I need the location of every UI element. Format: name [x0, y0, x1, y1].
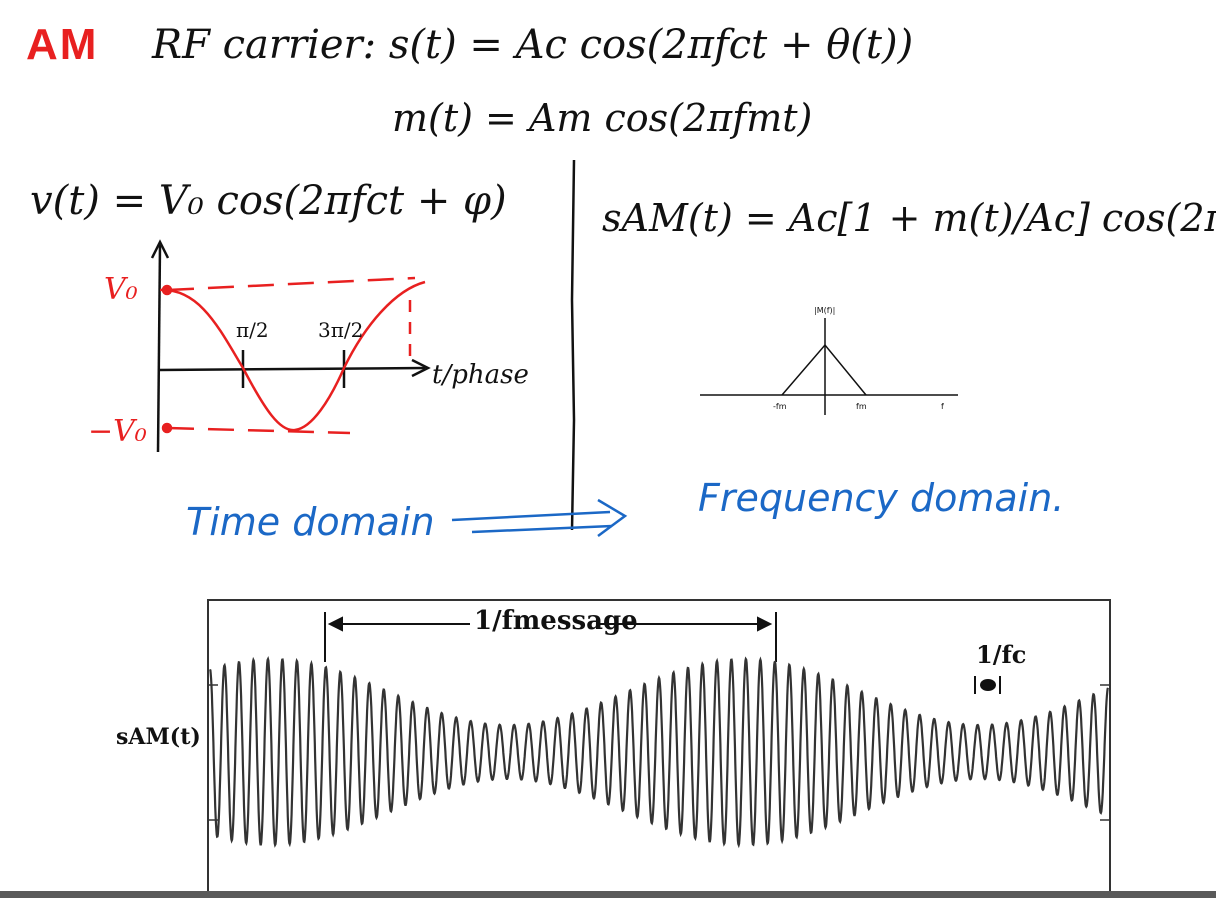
neg-v0-label: −V₀ — [88, 414, 147, 449]
spectrum-plot — [700, 318, 958, 415]
am-waveform — [208, 655, 1110, 849]
carrier-period-label: 1/fc — [976, 640, 1027, 669]
carrier-period-marker — [974, 676, 1001, 694]
video-progress-bar — [0, 891, 1216, 898]
divider-line — [570, 159, 576, 531]
time-plot-axes — [150, 239, 431, 453]
pi-over-2-label: π/2 — [236, 318, 269, 342]
carrier-equation: RF carrier: s(t) = Ac cos(2πfct + θ(t)) — [152, 22, 914, 68]
fm-label: fm — [856, 402, 867, 411]
three-pi-over-2-label: 3π/2 — [318, 318, 364, 342]
voltage-equation: v(t) = V₀ cos(2πfct + φ) — [30, 178, 507, 224]
t-phase-label: t/phase — [432, 360, 529, 390]
message-equation: m(t) = Am cos(2πfmt) — [392, 96, 813, 140]
waveform-frame — [207, 599, 1111, 898]
neg-fm-label: -fm — [773, 402, 787, 411]
spectrum-ylabel: |M(f)| — [814, 306, 836, 315]
am-heading: AM — [26, 20, 99, 69]
sam-equation: sAM(t) = Ac[1 + m(t)/Ac] cos(2πfct) — [602, 196, 1216, 240]
f-label: f — [941, 402, 944, 411]
frequency-domain-label: Frequency domain. — [698, 476, 1065, 520]
v0-label: V₀ — [104, 272, 138, 307]
time-to-frequency-arrow — [451, 498, 628, 538]
message-period-marker — [324, 612, 777, 662]
cosine-curve — [159, 276, 426, 435]
time-domain-label: Time domain — [186, 500, 435, 544]
message-period-label: 1/fmessage — [474, 606, 638, 636]
sam-axis-label: sAM(t) — [116, 724, 201, 750]
